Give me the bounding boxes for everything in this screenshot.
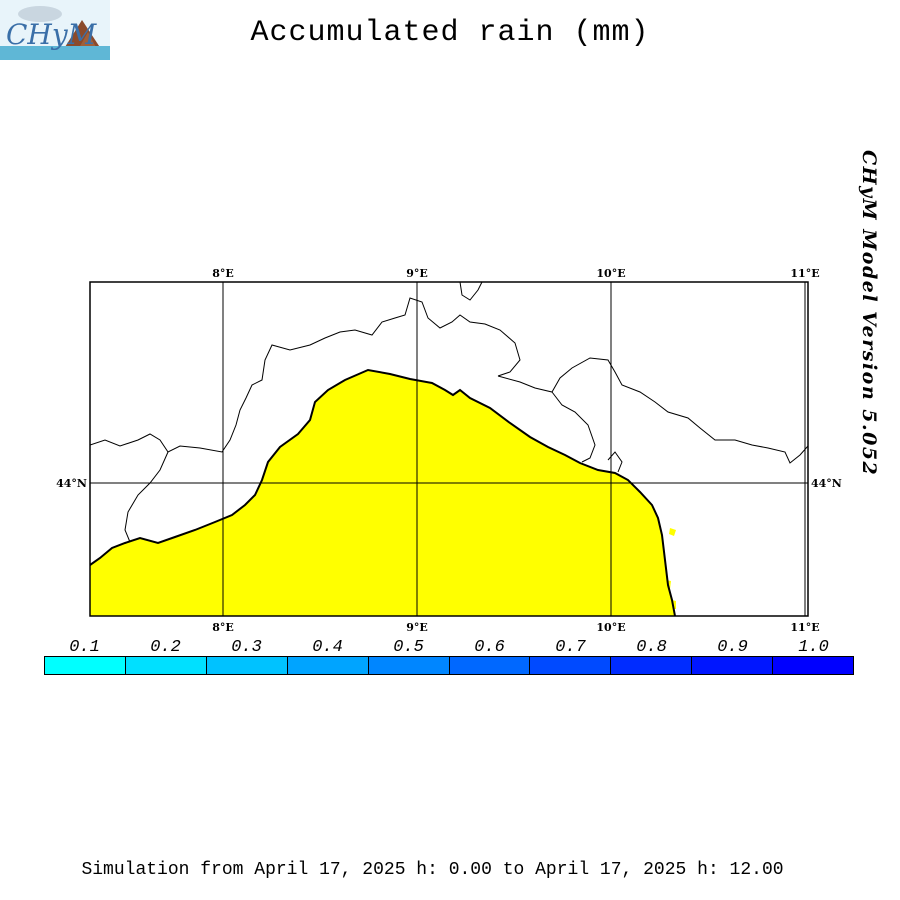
- map-title: Accumulated rain (mm): [250, 16, 650, 50]
- lon-tick-bottom: 9°E: [406, 621, 428, 634]
- model-version-text: CHyM Model Version 5.052: [858, 150, 880, 477]
- simulation-period: Simulation from April 17, 2025 h: 0.00 t…: [81, 860, 784, 880]
- legend-swatch: [125, 657, 207, 674]
- legend-label: 0.8: [636, 638, 667, 657]
- legend-swatch: [287, 657, 369, 674]
- lon-tick-bottom: 11°E: [790, 621, 819, 634]
- legend-swatch: [368, 657, 450, 674]
- region-border: [497, 357, 808, 464]
- lon-tick-top: 11°E: [790, 267, 819, 280]
- legend-swatch: [449, 657, 531, 674]
- legend-swatch: [773, 657, 854, 674]
- svg-text:CHyM: CHyM: [6, 18, 98, 51]
- region-border: [459, 282, 483, 301]
- model-version-label: CHyM Model Version 5.052: [858, 150, 888, 476]
- legend-swatch: [206, 657, 288, 674]
- lon-tick-top: 8°E: [212, 267, 234, 280]
- lon-tick-bottom: 8°E: [212, 621, 234, 634]
- legend-swatch: [530, 657, 612, 674]
- graticule: [90, 282, 808, 616]
- map-frame: [89, 281, 809, 617]
- legend-label: 0.6: [474, 638, 505, 657]
- lat-tick-right: 44°N: [811, 477, 842, 490]
- lat-tick-left: 44°N: [56, 477, 87, 490]
- legend-label: 0.5: [393, 638, 424, 657]
- legend-label: 0.3: [231, 638, 262, 657]
- region-border: [607, 451, 623, 473]
- coastline: [90, 368, 676, 616]
- legend-label: 0.2: [150, 638, 181, 657]
- legend-swatch: [611, 657, 693, 674]
- legend-label: 0.9: [717, 638, 748, 657]
- legend-label: 0.1: [69, 638, 100, 657]
- lon-tick-top: 10°E: [596, 267, 625, 280]
- lon-tick-bottom: 10°E: [596, 621, 625, 634]
- region-border: [124, 451, 169, 543]
- legend-label: 1.0: [798, 638, 829, 657]
- lon-tick-top: 9°E: [406, 267, 428, 280]
- legend-labels: 0.1 0.2 0.3 0.4 0.5 0.6 0.7 0.8 0.9 1.0: [44, 638, 854, 658]
- legend-swatch: [692, 657, 774, 674]
- legend-label: 0.4: [312, 638, 343, 657]
- chym-logo: CHyM: [0, 0, 110, 60]
- rain-area: [90, 370, 675, 616]
- legend-label: 0.7: [555, 638, 586, 657]
- region-border: [551, 391, 596, 463]
- legend-swatch: [45, 657, 126, 674]
- region-border: [90, 297, 521, 453]
- color-scale-bar: [44, 656, 854, 675]
